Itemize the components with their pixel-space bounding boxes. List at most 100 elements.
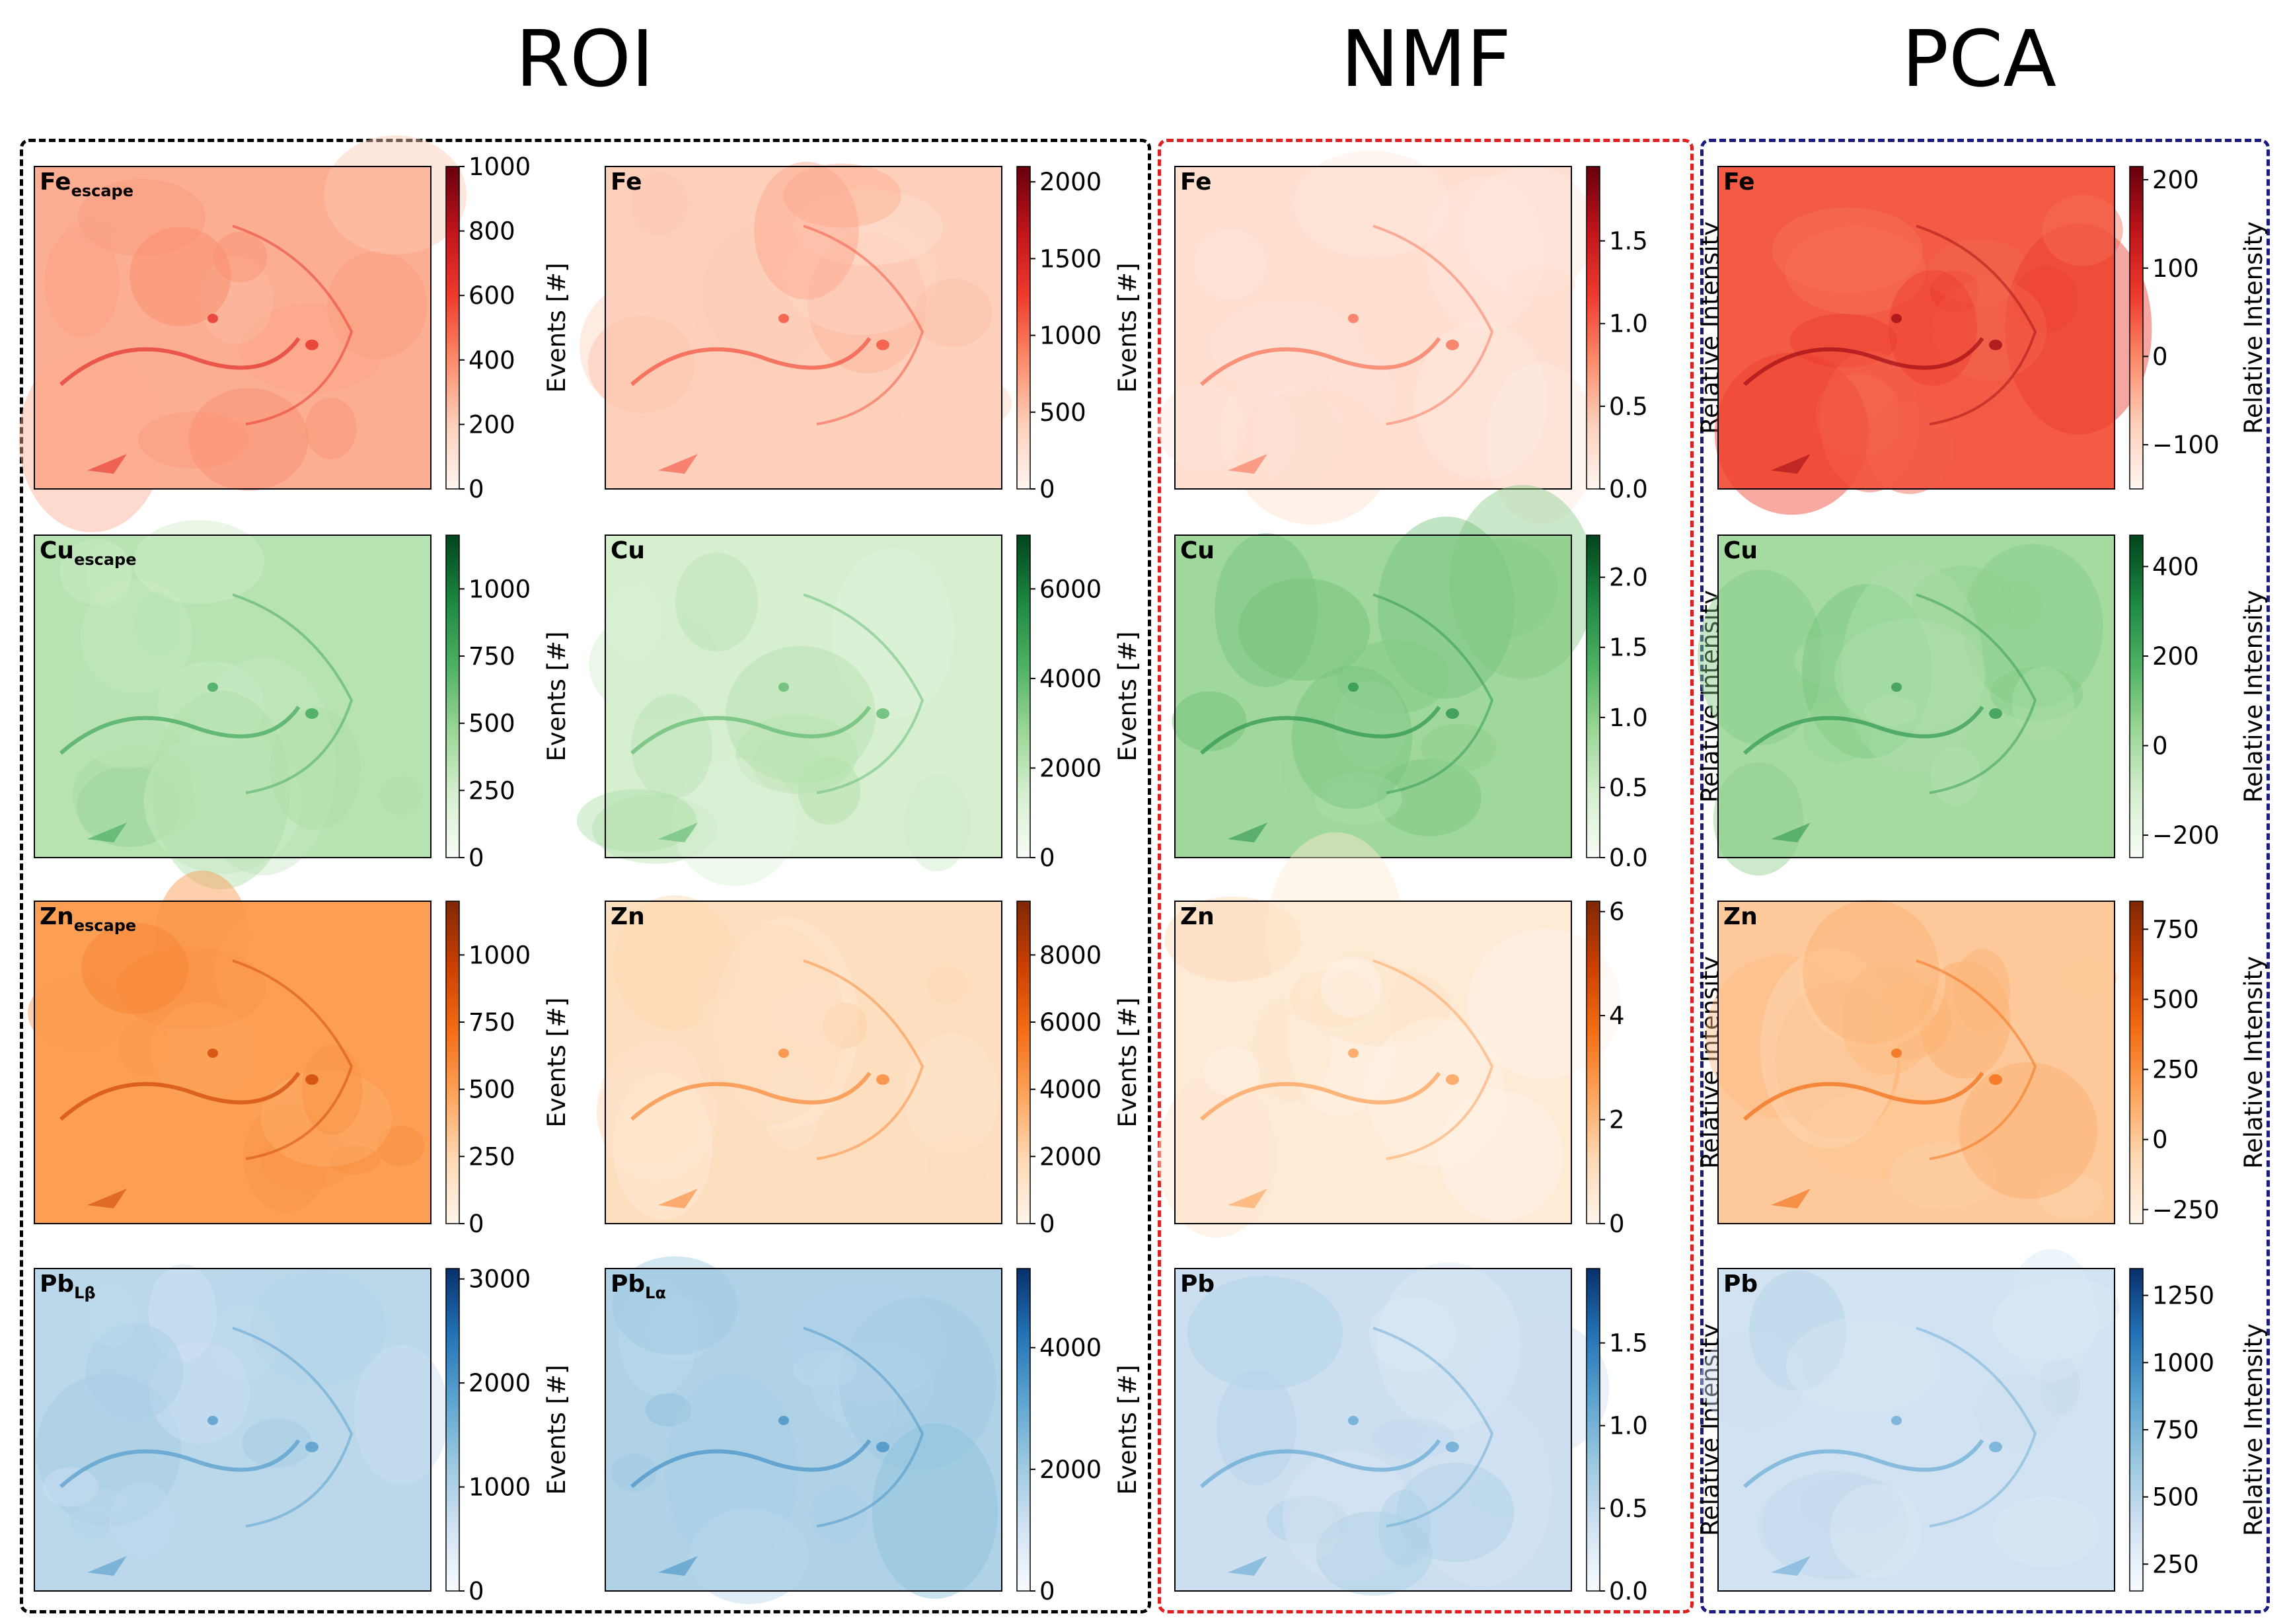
colorbar-tick-label: 1000	[469, 153, 531, 181]
texture-blot	[1372, 1417, 1454, 1459]
colorbar-tick-label: 1.0	[1609, 1412, 1648, 1440]
texture-blot	[725, 646, 876, 784]
feature-spot	[1348, 1049, 1359, 1058]
heatmap-image	[34, 1269, 431, 1591]
colorbar-tick-label: 250	[2152, 1056, 2199, 1084]
texture-blot	[1785, 226, 1926, 315]
colorbar	[1586, 901, 1600, 1224]
texture-blot	[210, 1304, 280, 1379]
texture-blot	[2039, 1354, 2080, 1415]
texture-blot	[59, 538, 133, 605]
texture-blot	[1889, 1142, 1996, 1210]
colorbar-tick-label: 0	[2152, 732, 2168, 760]
colorbar-tick-label: 0	[1039, 1210, 1055, 1238]
texture-blot	[137, 411, 250, 469]
colorbar-tick-label: 6	[1609, 898, 1625, 926]
feature-spot	[207, 683, 218, 692]
colorbar-tick-label: 2.0	[1609, 564, 1648, 592]
heatmap-texture	[59, 520, 423, 889]
texture-blot	[689, 1508, 809, 1604]
texture-blot	[645, 1393, 692, 1427]
colorbar-tick-label: 0	[1039, 1577, 1055, 1606]
colorbar-tick-label: 1.0	[1609, 704, 1648, 732]
roi-group-box	[20, 139, 1151, 1613]
texture-blot	[1700, 1332, 1805, 1428]
texture-blot	[1415, 321, 1548, 480]
panel-label: Cu	[1723, 537, 1758, 564]
heatmap-frame	[605, 1268, 1002, 1592]
texture-blot	[872, 1423, 998, 1599]
texture-blot	[631, 694, 713, 799]
feature-spot	[876, 708, 889, 719]
texture-blot	[782, 163, 901, 228]
texture-blot	[1172, 691, 1247, 751]
colorbar-axis-label: Events [#]	[543, 632, 571, 762]
texture-blot	[926, 965, 968, 1004]
colorbar-tick-label: 500	[469, 1076, 515, 1104]
colorbar-tick-label: 1000	[469, 1473, 531, 1502]
texture-blot	[793, 189, 944, 266]
texture-blot	[762, 1063, 821, 1150]
panel-roi-fe: Fe 0 500 1000 1500 2000 Events [#]	[580, 161, 1142, 503]
texture-blot	[1801, 1475, 1903, 1532]
heatmap-image	[34, 166, 431, 489]
feature-strokes	[630, 1327, 924, 1576]
texture-blot	[1378, 1489, 1431, 1567]
texture-blot	[328, 1145, 381, 1175]
texture-blot	[577, 789, 697, 852]
heatmap-texture	[1706, 899, 2117, 1220]
texture-blot	[1803, 700, 1871, 763]
colorbar-tick-label: 0	[2152, 342, 2168, 371]
heatmap-texture	[1698, 544, 2103, 876]
colorbar-axis-label: Relative Intensity	[2239, 590, 2268, 803]
feature-curve	[1916, 225, 2037, 425]
texture-blot	[1819, 351, 1920, 493]
texture-blot	[904, 1033, 999, 1157]
texture-blot	[243, 1102, 329, 1212]
texture-blot	[604, 583, 663, 663]
feature-curve	[59, 706, 301, 755]
colorbar-tick-label: 0.0	[1609, 475, 1648, 503]
colorbar-tick-label: 500	[469, 710, 515, 738]
colorbar-tick-label: 2	[1609, 1106, 1625, 1134]
texture-blot	[130, 227, 231, 326]
texture-blot	[155, 870, 250, 1004]
heatmap-texture	[1157, 151, 1596, 525]
texture-blot	[1805, 1089, 1960, 1181]
feature-spot	[1446, 1442, 1459, 1452]
heatmap-frame	[1174, 166, 1572, 490]
feature-shape	[1228, 454, 1267, 474]
texture-blot	[133, 520, 265, 604]
texture-blot	[1328, 353, 1394, 433]
panel-roi-zn: Zn 0 2000 4000 6000 8000 Events [#]	[596, 895, 1142, 1238]
panel-label-subscript: escape	[71, 182, 133, 200]
colorbar-tick-label: 0	[469, 475, 484, 503]
feature-curve	[1372, 1327, 1494, 1528]
texture-blot	[1463, 978, 1538, 1031]
feature-curve	[1200, 706, 1441, 755]
colorbar	[445, 535, 460, 858]
colorbar-tick-label: 1250	[2152, 1282, 2214, 1310]
heatmap-texture	[1158, 832, 1622, 1238]
colorbar-tick-label: 500	[2152, 1483, 2199, 1512]
feature-shape	[658, 1556, 698, 1576]
texture-blot	[2006, 1249, 2097, 1382]
texture-blot	[790, 1283, 944, 1403]
texture-blot	[19, 346, 165, 533]
colorbar-tick-label: 1000	[1039, 322, 1102, 350]
colorbar-ticks: 0 250 500 750 1000	[459, 941, 531, 1238]
texture-blot	[1486, 363, 1596, 525]
texture-blot	[665, 1374, 799, 1569]
feature-curve	[1916, 959, 2037, 1160]
texture-blot	[811, 1486, 868, 1543]
colorbar-tick-label: 600	[469, 281, 515, 310]
feature-curve	[232, 225, 354, 425]
texture-blot	[1449, 538, 1559, 639]
feature-spot	[305, 708, 319, 719]
heatmap-image	[605, 1269, 1002, 1591]
colorbar-ticks: 0.0 0.5 1.0 1.5	[1600, 1329, 1648, 1606]
colorbar-ticks: −200 0 200 400	[2143, 552, 2220, 850]
feature-curve	[1200, 1072, 1441, 1121]
heatmap-frame	[34, 166, 431, 490]
